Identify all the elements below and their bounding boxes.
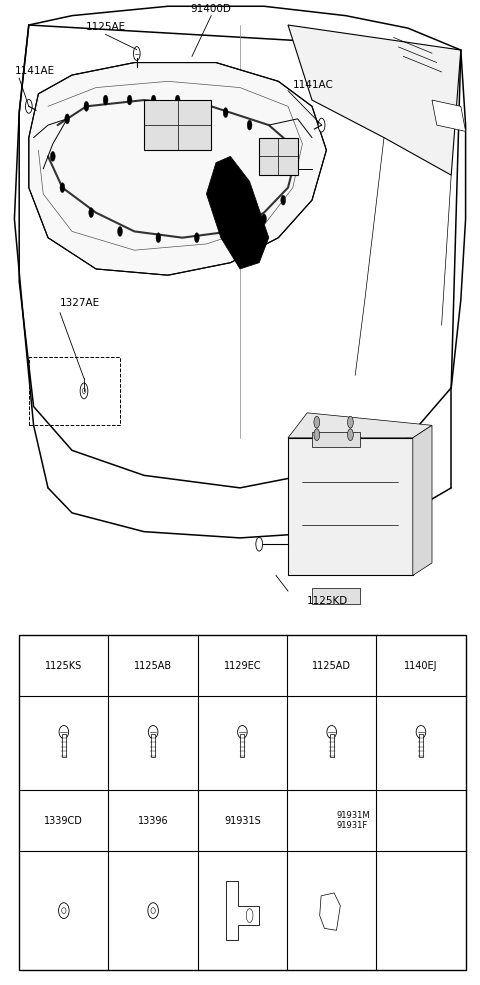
Circle shape <box>262 214 266 224</box>
Bar <box>419 735 423 757</box>
Text: 1125AB: 1125AB <box>134 661 172 671</box>
Circle shape <box>83 388 85 394</box>
Ellipse shape <box>61 908 66 914</box>
Circle shape <box>271 139 276 149</box>
Text: 91931M
91931F: 91931M 91931F <box>336 811 370 830</box>
Polygon shape <box>29 63 326 275</box>
Polygon shape <box>320 892 340 930</box>
Ellipse shape <box>59 902 69 918</box>
Ellipse shape <box>148 902 158 918</box>
Circle shape <box>246 908 253 922</box>
Text: 1125AD: 1125AD <box>312 661 351 671</box>
Text: 13396: 13396 <box>138 816 168 825</box>
Polygon shape <box>288 437 413 575</box>
Polygon shape <box>206 157 269 269</box>
Circle shape <box>348 417 353 428</box>
Polygon shape <box>19 25 461 488</box>
Circle shape <box>223 107 228 117</box>
Circle shape <box>156 232 161 242</box>
Circle shape <box>151 96 156 105</box>
Circle shape <box>65 114 70 124</box>
Ellipse shape <box>238 726 247 739</box>
Circle shape <box>84 101 89 111</box>
Circle shape <box>314 428 320 440</box>
Bar <box>240 735 244 757</box>
Circle shape <box>133 46 140 60</box>
Circle shape <box>60 183 65 193</box>
Polygon shape <box>288 413 432 437</box>
Circle shape <box>348 428 353 440</box>
Bar <box>19 635 466 970</box>
Ellipse shape <box>59 726 69 739</box>
Polygon shape <box>312 588 360 604</box>
Polygon shape <box>312 431 360 447</box>
Circle shape <box>228 227 233 236</box>
Circle shape <box>281 195 286 205</box>
Ellipse shape <box>327 726 336 739</box>
Circle shape <box>286 164 290 173</box>
Circle shape <box>175 96 180 105</box>
Ellipse shape <box>416 726 426 739</box>
Text: 1125AE: 1125AE <box>85 23 126 33</box>
Text: 1140EJ: 1140EJ <box>404 661 438 671</box>
Ellipse shape <box>148 726 158 739</box>
Ellipse shape <box>151 908 156 914</box>
Circle shape <box>25 99 32 113</box>
Circle shape <box>194 232 199 242</box>
Bar <box>62 735 66 757</box>
Circle shape <box>118 227 122 236</box>
Text: 1125KD: 1125KD <box>307 596 348 606</box>
Circle shape <box>127 96 132 105</box>
Circle shape <box>89 208 94 218</box>
Text: 1141AC: 1141AC <box>293 80 334 90</box>
Circle shape <box>50 152 55 162</box>
Text: 1339CD: 1339CD <box>45 816 83 825</box>
Polygon shape <box>259 138 298 175</box>
Text: 1141AE: 1141AE <box>14 66 55 76</box>
Bar <box>330 735 334 757</box>
Circle shape <box>103 96 108 105</box>
Text: 91931S: 91931S <box>224 816 261 825</box>
Circle shape <box>318 118 325 132</box>
Polygon shape <box>144 100 211 150</box>
Text: 1129EC: 1129EC <box>224 661 261 671</box>
Text: 1125KS: 1125KS <box>45 661 83 671</box>
Polygon shape <box>226 881 259 940</box>
Circle shape <box>247 120 252 130</box>
Circle shape <box>314 417 320 428</box>
Circle shape <box>199 101 204 111</box>
Circle shape <box>256 537 263 551</box>
Text: 1327AE: 1327AE <box>60 298 100 308</box>
Polygon shape <box>413 426 432 575</box>
Bar <box>151 735 155 757</box>
Text: 91400D: 91400D <box>191 4 232 14</box>
Polygon shape <box>432 100 466 131</box>
Polygon shape <box>288 25 461 175</box>
Circle shape <box>80 383 88 399</box>
